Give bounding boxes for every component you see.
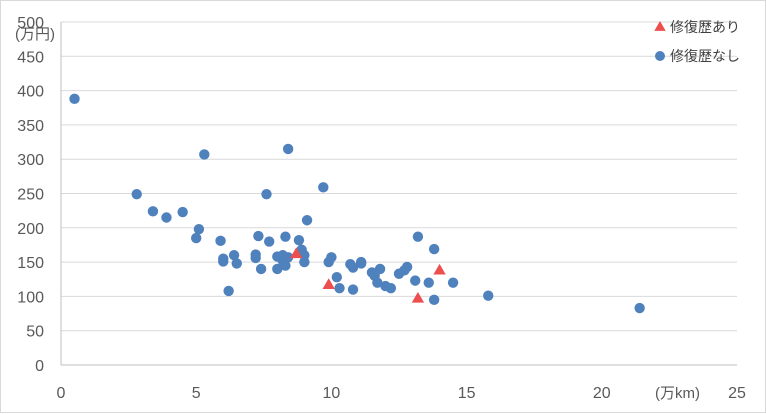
y-tick-labels: 0 50 100 150 200 250 300 350 400 450 500 <box>17 15 44 375</box>
y-tick-label: 250 <box>17 187 44 204</box>
point-not-repaired <box>215 235 226 247</box>
point-not-repaired <box>401 261 413 273</box>
point-not-repaired <box>250 252 261 264</box>
x-axis-unit-label: (万km) <box>655 385 700 402</box>
legend: 修復歴あり 修復歴なし <box>654 19 740 65</box>
point-not-repaired <box>253 230 264 242</box>
y-tick-label: 150 <box>17 255 44 272</box>
point-not-repaired <box>161 212 172 223</box>
point-not-repaired <box>293 234 305 246</box>
point-not-repaired <box>280 231 291 242</box>
point-not-repaired <box>228 250 240 261</box>
y-tick-label: 350 <box>17 118 44 135</box>
point-not-repaired <box>282 143 294 155</box>
point-not-repaired <box>255 263 267 275</box>
y-tick-label: 100 <box>17 289 44 306</box>
point-not-repaired <box>231 258 242 269</box>
y-tick-label: 400 <box>17 84 44 101</box>
y-tick-label: 50 <box>26 324 44 341</box>
point-not-repaired <box>218 256 229 267</box>
point-not-repaired <box>372 277 383 288</box>
data-points <box>69 93 645 314</box>
point-repaired <box>411 291 425 303</box>
x-tick-label: 20 <box>593 385 611 402</box>
point-not-repaired <box>301 215 313 226</box>
point-not-repaired <box>147 206 159 217</box>
x-tick-label: 15 <box>458 385 476 402</box>
legend-label-repaired: 修復歴あり <box>670 19 740 36</box>
gridlines <box>61 21 737 332</box>
point-not-repaired <box>223 285 234 297</box>
point-not-repaired <box>347 284 359 295</box>
point-not-repaired <box>131 188 142 200</box>
point-not-repaired <box>347 262 359 273</box>
y-tick-label: 500 <box>17 15 44 32</box>
point-not-repaired <box>410 275 421 286</box>
point-not-repaired <box>177 206 188 218</box>
legend-label-not-repaired: 修復歴なし <box>670 48 740 65</box>
legend-marker-not-repaired <box>655 51 665 61</box>
point-not-repaired <box>331 271 343 283</box>
x-tick-label: 10 <box>323 385 341 402</box>
point-not-repaired <box>199 149 210 160</box>
point-not-repaired <box>264 236 275 247</box>
point-not-repaired <box>272 263 283 275</box>
axes <box>60 22 737 366</box>
point-not-repaired <box>355 256 367 268</box>
x-tick-label: 5 <box>192 385 201 402</box>
point-repaired <box>322 278 335 289</box>
point-not-repaired <box>326 252 337 263</box>
point-not-repaired <box>447 277 459 288</box>
x-tick-label: 25 <box>728 385 746 402</box>
legend-marker-repaired <box>654 21 666 31</box>
point-not-repaired <box>69 93 80 105</box>
point-not-repaired <box>282 252 294 263</box>
y-tick-label: 0 <box>35 358 44 375</box>
y-tick-label: 450 <box>17 49 44 66</box>
point-not-repaired <box>280 260 291 271</box>
y-tick-label: 300 <box>17 152 44 169</box>
y-axis-unit-label: (万円) <box>15 26 55 43</box>
x-tick-label: 0 <box>57 385 66 402</box>
point-not-repaired <box>428 243 440 255</box>
point-not-repaired <box>318 182 329 193</box>
point-not-repaired <box>334 282 345 294</box>
point-not-repaired <box>385 282 397 294</box>
point-not-repaired <box>191 232 202 244</box>
point-not-repaired <box>374 263 386 275</box>
y-tick-label: 200 <box>17 221 44 238</box>
point-not-repaired <box>634 302 645 314</box>
point-not-repaired <box>193 223 205 235</box>
point-not-repaired <box>412 231 424 242</box>
point-not-repaired <box>423 277 434 288</box>
point-not-repaired <box>428 294 440 306</box>
point-not-repaired <box>261 188 272 200</box>
x-tick-labels: 0 5 10 15 20 25 <box>57 385 746 402</box>
point-not-repaired <box>483 290 494 301</box>
point-repaired <box>290 247 303 259</box>
point-repaired <box>433 263 446 275</box>
